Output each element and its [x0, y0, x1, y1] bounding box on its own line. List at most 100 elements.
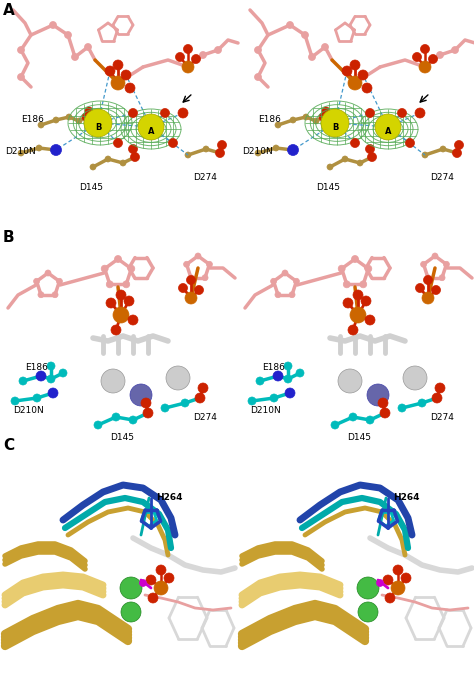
Circle shape [186, 276, 195, 285]
Circle shape [415, 108, 425, 118]
Circle shape [366, 416, 374, 424]
Circle shape [321, 43, 328, 51]
Circle shape [274, 372, 282, 380]
Circle shape [185, 292, 197, 304]
Circle shape [391, 581, 405, 595]
Circle shape [49, 22, 56, 28]
Circle shape [380, 408, 390, 418]
Circle shape [183, 262, 190, 267]
Circle shape [350, 307, 366, 323]
Circle shape [338, 265, 345, 272]
Circle shape [286, 22, 293, 28]
Circle shape [112, 413, 120, 421]
Circle shape [367, 384, 389, 406]
Circle shape [273, 371, 283, 381]
Circle shape [120, 160, 126, 166]
Circle shape [82, 113, 90, 121]
Text: E186: E186 [25, 363, 48, 372]
Circle shape [202, 274, 208, 281]
Circle shape [313, 118, 319, 124]
Circle shape [53, 117, 59, 123]
Circle shape [101, 369, 125, 393]
Circle shape [164, 573, 174, 583]
Circle shape [348, 325, 358, 335]
Text: D274: D274 [193, 173, 217, 182]
Circle shape [64, 32, 72, 39]
Circle shape [362, 83, 372, 93]
Text: D274: D274 [430, 173, 454, 182]
Text: H264: H264 [393, 493, 419, 502]
Circle shape [181, 399, 189, 407]
Text: D210N: D210N [242, 147, 273, 156]
Circle shape [206, 262, 212, 267]
Circle shape [327, 164, 333, 170]
Circle shape [66, 114, 72, 120]
Circle shape [288, 145, 299, 155]
Circle shape [455, 141, 464, 149]
Circle shape [45, 270, 51, 276]
Circle shape [84, 43, 91, 51]
Circle shape [376, 579, 383, 587]
Circle shape [105, 156, 111, 162]
Circle shape [128, 145, 137, 153]
Circle shape [349, 413, 357, 421]
Circle shape [124, 296, 134, 306]
Circle shape [342, 156, 348, 162]
Circle shape [440, 146, 446, 152]
Circle shape [303, 114, 309, 120]
Circle shape [36, 371, 46, 381]
Circle shape [435, 383, 445, 393]
Circle shape [420, 262, 427, 267]
Circle shape [116, 290, 126, 300]
Circle shape [113, 307, 129, 323]
Text: D210N: D210N [13, 406, 44, 415]
Circle shape [352, 256, 358, 262]
Circle shape [175, 53, 184, 62]
Circle shape [154, 581, 168, 595]
Circle shape [185, 152, 191, 158]
Circle shape [385, 593, 395, 603]
Circle shape [422, 152, 428, 158]
Circle shape [90, 164, 96, 170]
Circle shape [343, 281, 350, 288]
Circle shape [47, 362, 55, 370]
Circle shape [218, 141, 227, 149]
Text: C: C [3, 438, 14, 453]
Circle shape [72, 53, 79, 60]
Circle shape [275, 292, 281, 297]
Circle shape [191, 55, 201, 64]
Circle shape [293, 279, 300, 285]
Circle shape [111, 325, 121, 335]
Circle shape [443, 262, 449, 267]
Text: B: B [332, 122, 338, 132]
Circle shape [130, 384, 152, 406]
Circle shape [301, 32, 309, 39]
Text: A: A [385, 126, 391, 135]
Circle shape [432, 393, 442, 403]
Circle shape [161, 404, 169, 412]
Text: D145: D145 [347, 433, 371, 442]
Circle shape [273, 145, 279, 151]
Text: E186: E186 [258, 115, 281, 124]
Circle shape [452, 47, 458, 53]
Circle shape [403, 366, 427, 390]
Circle shape [115, 256, 121, 262]
Circle shape [428, 55, 438, 64]
Text: D210N: D210N [250, 406, 281, 415]
Circle shape [322, 107, 330, 115]
Circle shape [256, 377, 264, 385]
Circle shape [342, 66, 352, 76]
Circle shape [128, 315, 138, 325]
Circle shape [121, 70, 131, 80]
Circle shape [375, 114, 401, 140]
Circle shape [350, 139, 359, 147]
Circle shape [139, 579, 146, 587]
Circle shape [146, 575, 156, 585]
Circle shape [255, 47, 262, 53]
Circle shape [282, 270, 288, 276]
Circle shape [11, 397, 19, 405]
Circle shape [38, 122, 44, 128]
Circle shape [195, 253, 201, 259]
Circle shape [422, 292, 434, 304]
Circle shape [148, 593, 158, 603]
